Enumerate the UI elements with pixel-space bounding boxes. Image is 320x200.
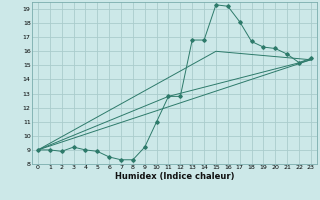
X-axis label: Humidex (Indice chaleur): Humidex (Indice chaleur) [115,172,234,181]
